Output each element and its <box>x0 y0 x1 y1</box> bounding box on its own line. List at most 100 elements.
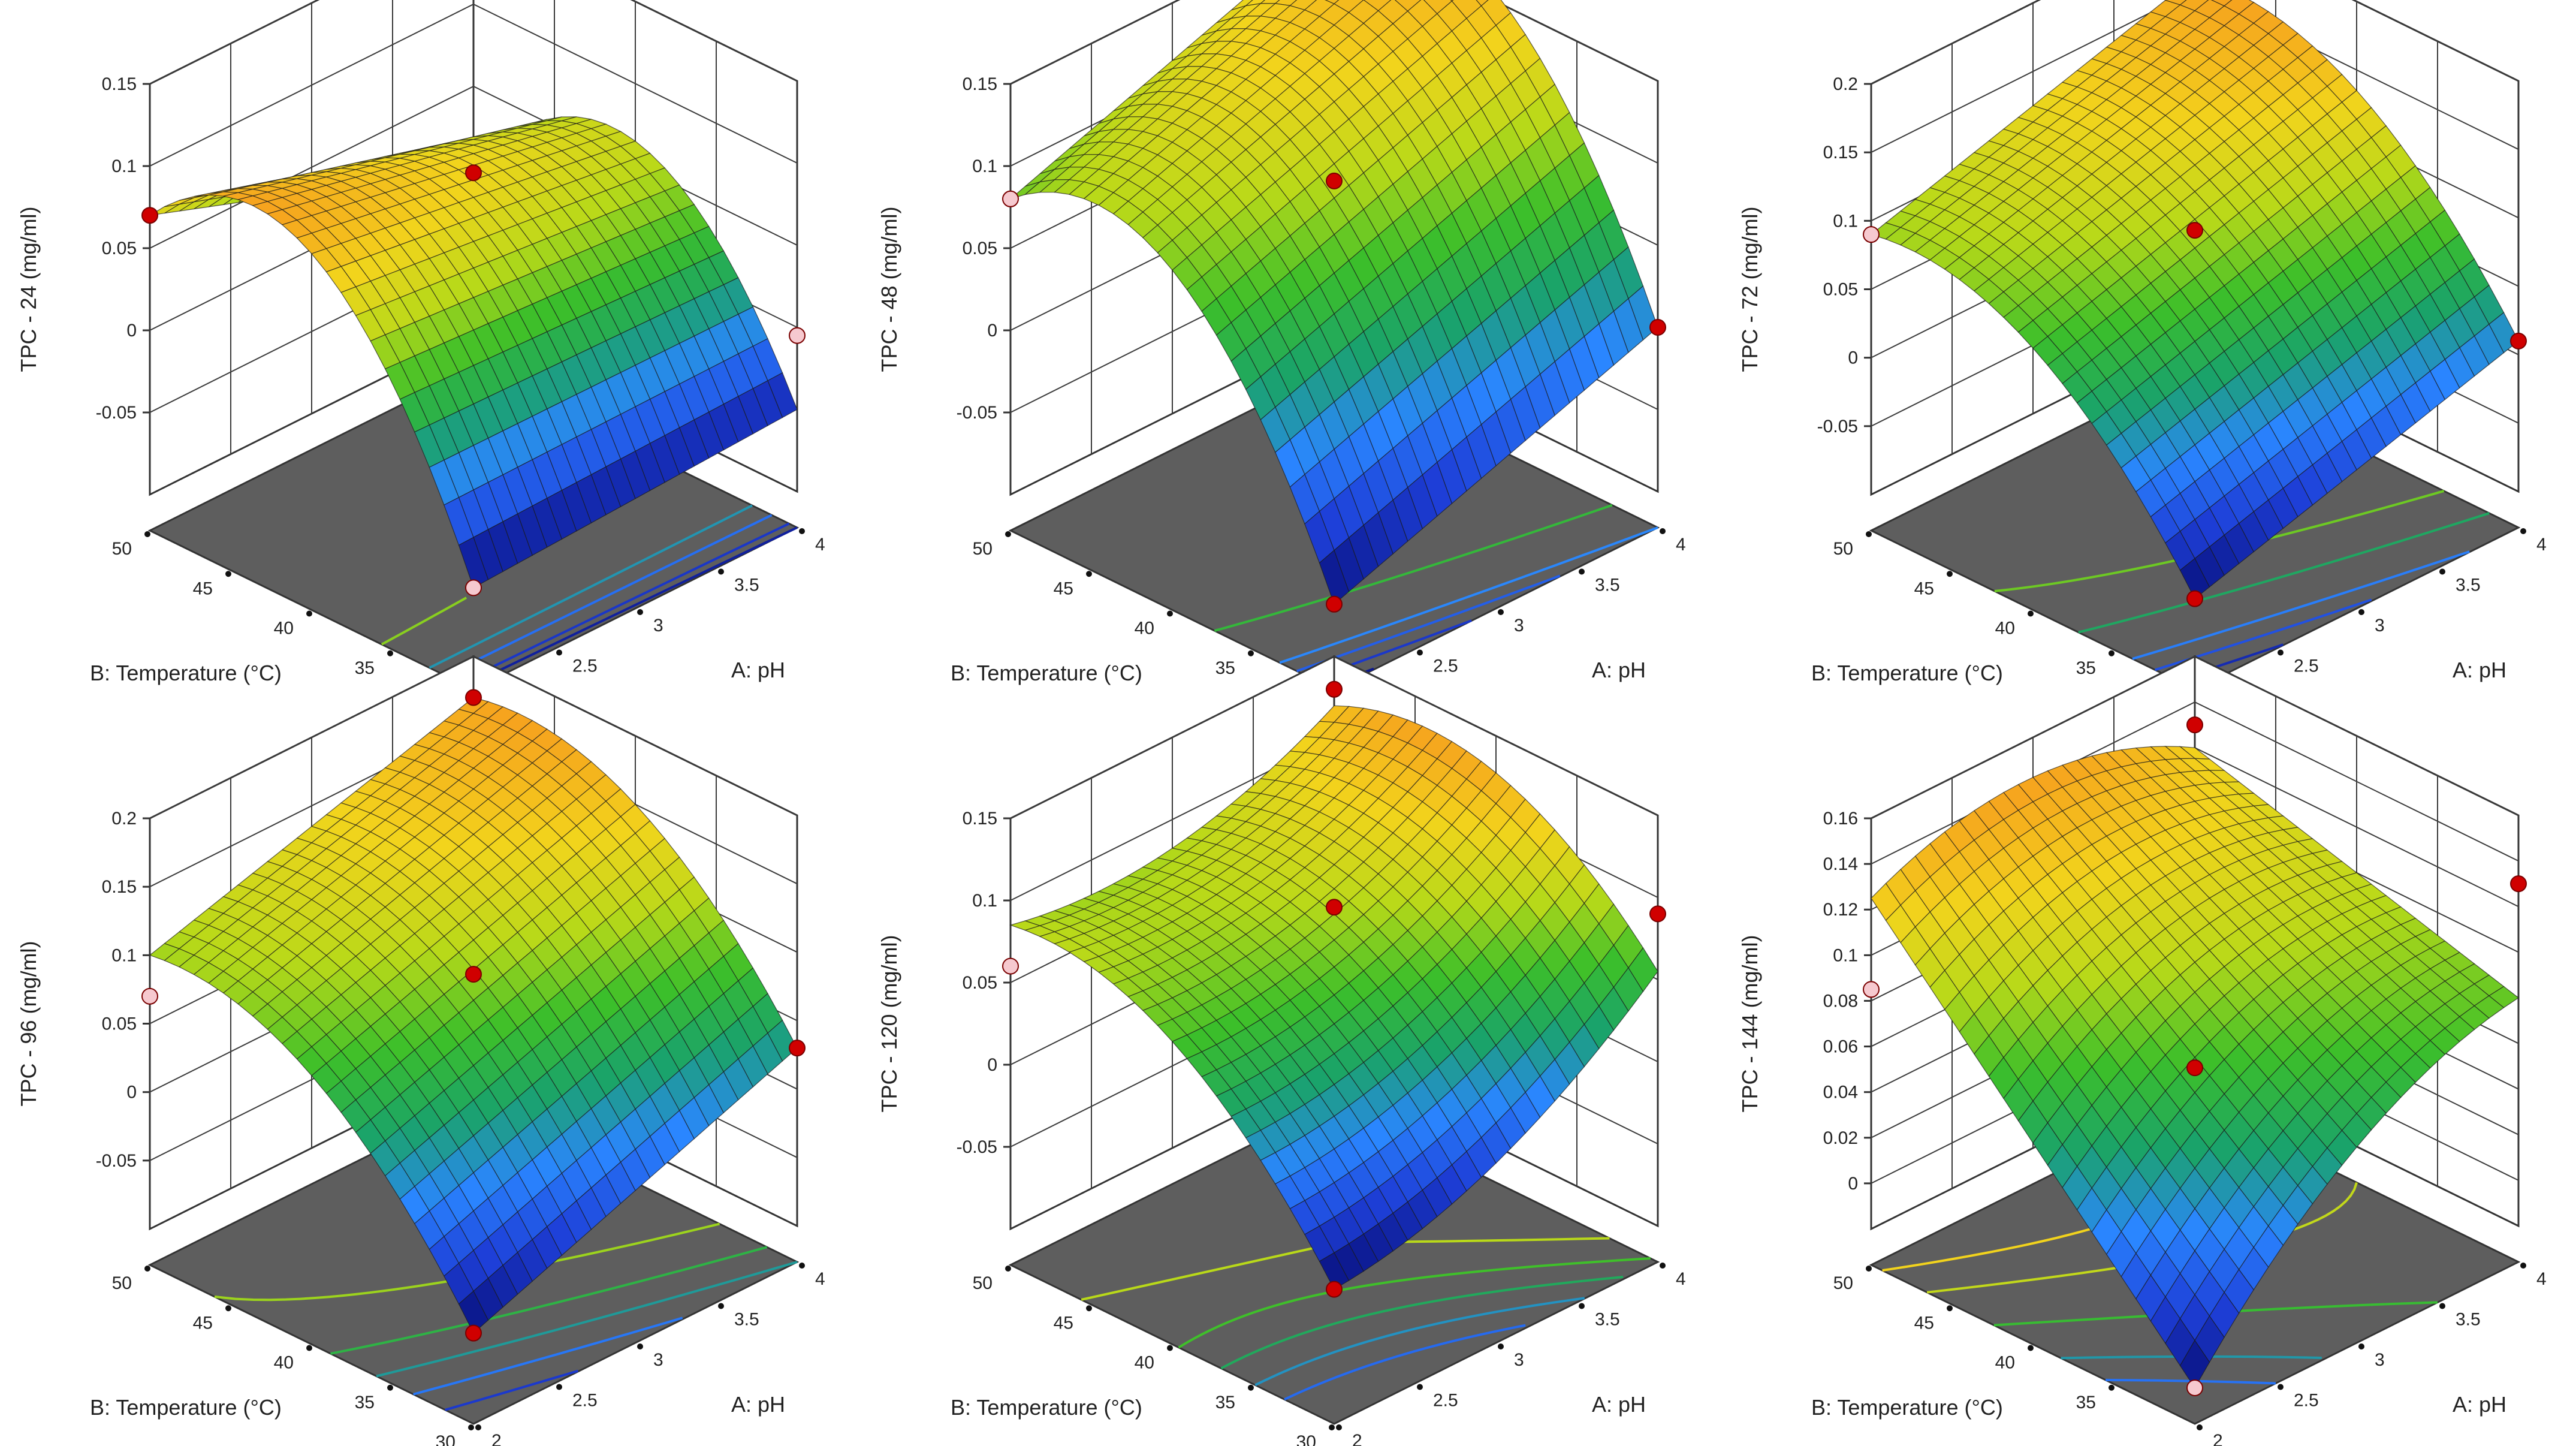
x-tick <box>2278 649 2284 656</box>
y-tick-label: 50 <box>1833 1273 1853 1293</box>
z-tick-label: -0.05 <box>957 1137 997 1157</box>
floor-contour-line <box>1254 1297 1585 1387</box>
x-tick-label: 3.5 <box>734 1310 759 1330</box>
y-tick <box>387 1384 393 1391</box>
design-point <box>141 987 158 1005</box>
z-tick-label: 0.02 <box>1823 1128 1858 1148</box>
y-tick <box>225 1305 231 1312</box>
z-axis-label: TPC - 120 (mg/ml) <box>877 935 901 1112</box>
z-tick-label: -0.05 <box>1817 417 1858 436</box>
x-axis-label: A: pH <box>1592 1392 1646 1417</box>
design-point <box>1326 1281 1343 1298</box>
design-point <box>1002 190 1019 207</box>
floor-contour-line <box>1178 1257 1651 1349</box>
design-point <box>2186 1059 2203 1077</box>
design-point <box>465 966 482 983</box>
wall-grid-line <box>149 0 798 85</box>
x-tick-label: 3.5 <box>1595 1310 1620 1330</box>
surface-cell <box>458 537 489 589</box>
design-point <box>1326 680 1343 698</box>
y-tick-label: 40 <box>274 619 294 638</box>
z-tick-label: 0 <box>126 1083 137 1102</box>
x-tick <box>1579 1303 1585 1309</box>
floor-contour-line <box>1296 574 1561 673</box>
floor-contour-line <box>330 1246 768 1355</box>
y-tick-label: 35 <box>355 1393 375 1412</box>
y-tick <box>1248 650 1254 656</box>
x-tick-label: 3.5 <box>734 576 759 595</box>
design-points <box>1863 716 2527 1396</box>
z-tick-label: 0.06 <box>1823 1037 1858 1057</box>
y-tick-label: 40 <box>1135 619 1154 638</box>
floor-contour-line <box>2132 550 2470 660</box>
z-tick-label: 0.16 <box>1823 809 1858 829</box>
floor-contour-line <box>2078 512 2490 634</box>
design-points <box>1002 172 1666 613</box>
y-tick-label: 45 <box>1054 1313 1073 1333</box>
x-tick <box>718 568 724 575</box>
y-tick <box>1086 1305 1092 1312</box>
floor-contour-line <box>445 1369 578 1411</box>
design-point <box>1863 226 1880 243</box>
z-tick-label: 0.15 <box>1823 143 1858 162</box>
x-tick <box>475 1424 481 1430</box>
design-point <box>2186 590 2203 607</box>
y-axis-label: B: Temperature (°C) <box>951 1395 1142 1420</box>
y-tick <box>468 1424 474 1430</box>
y-tick-label: 35 <box>1215 1393 1235 1412</box>
wall-grid-line <box>1871 0 2519 153</box>
floor-contour-line <box>445 514 773 677</box>
y-tick-label: 40 <box>1135 1353 1154 1373</box>
x-tick <box>2439 568 2445 575</box>
design-point <box>789 1040 806 1057</box>
y-axis-label: B: Temperature (°C) <box>1811 1395 2003 1420</box>
y-tick-label: 40 <box>1995 1353 2015 1373</box>
x-tick-label: 2.5 <box>2294 656 2319 676</box>
x-tick <box>1579 568 1585 575</box>
x-tick <box>2520 1263 2526 1269</box>
y-tick-label: 35 <box>2076 1393 2096 1412</box>
z-tick-label: 0.05 <box>1823 280 1858 300</box>
y-tick-label: 40 <box>1995 619 2015 638</box>
x-axis-label: A: pH <box>731 1392 785 1417</box>
x-tick <box>1417 649 1423 656</box>
surface-cell <box>2179 558 2210 600</box>
y-tick <box>2109 650 2115 656</box>
design-point <box>1649 319 1666 336</box>
x-tick <box>1660 528 1666 534</box>
panel-tpc-144: 0 0.02 0.04 0.06 0.08 0.1 0.12 0.14 0.16 TPC - 14… <box>1738 655 2547 1446</box>
design-point <box>1863 981 1880 998</box>
y-tick <box>306 610 312 617</box>
x-tick-label: 3 <box>653 1350 663 1370</box>
z-axis-label: TPC - 48 (mg/ml) <box>877 206 901 372</box>
panel-tpc-120: -0.05 0 0.05 0.1 0.15 TPC - 120 (mg/ml) 2 2.5 3 3… <box>877 655 1686 1446</box>
x-tick <box>1498 609 1504 615</box>
design-point <box>1649 905 1666 923</box>
y-tick <box>1005 531 1011 537</box>
x-tick-label: 4 <box>1676 535 1686 555</box>
x-axis-label: A: pH <box>731 658 785 682</box>
z-tick-label: 0.12 <box>1823 900 1858 920</box>
y-tick-label: 45 <box>1914 579 1934 598</box>
design-point <box>2186 1379 2203 1396</box>
response-surface <box>1871 746 2520 1389</box>
wall-grid-line <box>1010 655 1658 819</box>
x-tick <box>799 528 805 534</box>
z-tick-label: 0 <box>987 1055 997 1075</box>
wall-grid-line <box>149 3 798 167</box>
axes: -0.05 0 0.05 0.1 0.15 TPC - 120 (mg/ml) 2 2.5 3 3… <box>877 809 1686 1446</box>
y-tick <box>1947 571 1953 577</box>
y-tick-label: 50 <box>112 539 132 559</box>
x-tick-label: 3.5 <box>1595 576 1620 595</box>
y-axis-label: B: Temperature (°C) <box>90 661 282 685</box>
design-point <box>1326 172 1343 189</box>
y-tick <box>1167 1345 1173 1351</box>
x-axis-label: A: pH <box>2453 658 2506 682</box>
z-tick-label: -0.05 <box>957 403 997 423</box>
z-tick-label: 0.1 <box>111 156 137 176</box>
z-tick-label: 0 <box>987 321 997 341</box>
z-axis-label: TPC - 96 (mg/ml) <box>16 941 41 1106</box>
